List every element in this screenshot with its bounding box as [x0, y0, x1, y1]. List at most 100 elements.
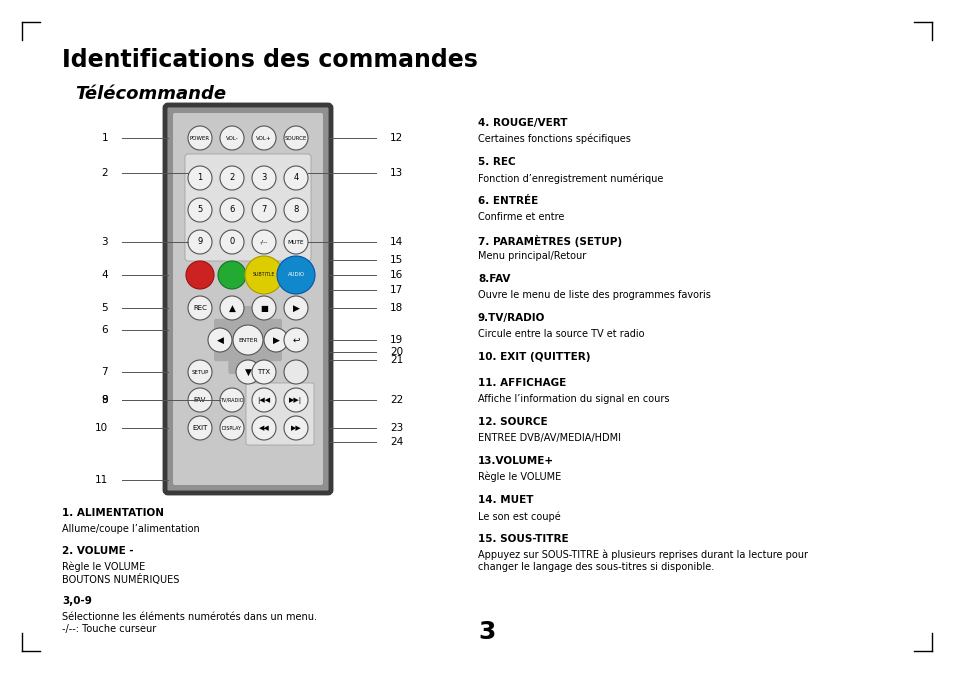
Circle shape: [252, 230, 275, 254]
Text: Circule entre la source TV et radio: Circule entre la source TV et radio: [477, 329, 644, 339]
Text: TTX: TTX: [257, 369, 271, 375]
Circle shape: [188, 126, 212, 150]
Text: 15: 15: [390, 255, 403, 265]
Text: 1: 1: [197, 174, 202, 182]
Text: ENTER: ENTER: [238, 337, 257, 343]
Text: Règle le VOLUME
BOUTONS NUMÉRIQUES: Règle le VOLUME BOUTONS NUMÉRIQUES: [62, 562, 179, 586]
Circle shape: [284, 328, 308, 352]
Circle shape: [252, 416, 275, 440]
Text: 6: 6: [229, 205, 234, 215]
Circle shape: [220, 416, 244, 440]
Text: Sélectionne les éléments numérotés dans un menu.
-/--: Touche curseur: Sélectionne les éléments numérotés dans …: [62, 612, 316, 633]
Circle shape: [284, 296, 308, 320]
Circle shape: [235, 360, 260, 384]
Text: Fonction d’enregistrement numérique: Fonction d’enregistrement numérique: [477, 173, 662, 184]
Text: POWER: POWER: [190, 135, 210, 141]
Text: 11: 11: [94, 475, 108, 485]
Text: 11. AFFICHAGE: 11. AFFICHAGE: [477, 378, 566, 388]
Text: SETUP: SETUP: [192, 369, 209, 374]
Text: 3: 3: [101, 237, 108, 247]
Text: REC: REC: [193, 305, 207, 311]
Text: 8: 8: [293, 205, 298, 215]
Text: 13.VOLUME+: 13.VOLUME+: [477, 456, 554, 466]
Text: 3: 3: [261, 174, 267, 182]
Text: 5: 5: [197, 205, 202, 215]
Text: 2: 2: [101, 168, 108, 178]
Circle shape: [188, 360, 212, 384]
Text: 7: 7: [101, 367, 108, 377]
FancyBboxPatch shape: [213, 319, 282, 361]
Text: Certaines fonctions spécifiques: Certaines fonctions spécifiques: [477, 134, 630, 145]
Circle shape: [188, 416, 212, 440]
Text: FAV: FAV: [193, 397, 206, 403]
Circle shape: [188, 166, 212, 190]
Text: 3,0-9: 3,0-9: [62, 596, 91, 606]
Text: ■: ■: [260, 304, 268, 312]
Circle shape: [220, 126, 244, 150]
Text: 8: 8: [101, 395, 108, 405]
Circle shape: [188, 198, 212, 222]
Circle shape: [284, 166, 308, 190]
Text: ◀: ◀: [216, 336, 223, 345]
Circle shape: [188, 388, 212, 412]
Circle shape: [252, 166, 275, 190]
Circle shape: [220, 198, 244, 222]
Text: TV/RADIO: TV/RADIO: [220, 398, 244, 402]
Text: 9: 9: [101, 395, 108, 405]
Circle shape: [188, 230, 212, 254]
Text: 9: 9: [197, 238, 202, 246]
Circle shape: [284, 416, 308, 440]
Text: 17: 17: [390, 285, 403, 295]
Text: 10. EXIT (QUITTER): 10. EXIT (QUITTER): [477, 352, 590, 362]
Text: Appuyez sur SOUS-TITRE à plusieurs reprises durant la lecture pour
changer le la: Appuyez sur SOUS-TITRE à plusieurs repri…: [477, 550, 807, 572]
Text: 14: 14: [390, 237, 403, 247]
Text: Menu principal/Retour: Menu principal/Retour: [477, 251, 586, 261]
FancyBboxPatch shape: [228, 306, 268, 374]
Circle shape: [220, 166, 244, 190]
Text: 13: 13: [390, 168, 403, 178]
Text: MUTE: MUTE: [288, 240, 304, 244]
Text: 1: 1: [101, 133, 108, 143]
Circle shape: [233, 325, 263, 355]
Text: 19: 19: [390, 335, 403, 345]
FancyBboxPatch shape: [172, 113, 323, 485]
FancyBboxPatch shape: [246, 383, 314, 445]
Text: 12: 12: [390, 133, 403, 143]
Text: 18: 18: [390, 303, 403, 313]
Text: ▼: ▼: [244, 367, 252, 376]
Text: 14. MUET: 14. MUET: [477, 495, 533, 505]
Text: 4: 4: [294, 174, 298, 182]
Text: |◀◀: |◀◀: [257, 396, 271, 404]
Circle shape: [252, 198, 275, 222]
Text: SUBTITLE: SUBTITLE: [253, 273, 274, 277]
Circle shape: [208, 328, 232, 352]
Text: 7: 7: [261, 205, 267, 215]
Circle shape: [245, 256, 283, 294]
Text: ▶▶: ▶▶: [291, 425, 301, 431]
Circle shape: [186, 261, 213, 289]
Text: ▲: ▲: [229, 304, 235, 312]
Text: DISPLAY: DISPLAY: [222, 425, 242, 431]
Circle shape: [284, 126, 308, 150]
FancyBboxPatch shape: [165, 105, 331, 493]
Text: ▶▶|: ▶▶|: [289, 396, 302, 404]
Text: EXIT: EXIT: [193, 425, 208, 431]
Text: VOL-: VOL-: [226, 135, 238, 141]
Text: Affiche l’information du signal en cours: Affiche l’information du signal en cours: [477, 394, 669, 404]
Text: 6: 6: [101, 325, 108, 335]
Text: Règle le VOLUME: Règle le VOLUME: [477, 472, 560, 483]
Text: 7. PARAMÈTRES (SETUP): 7. PARAMÈTRES (SETUP): [477, 235, 621, 247]
Text: ▶: ▶: [293, 304, 299, 312]
Circle shape: [220, 230, 244, 254]
Text: Identifications des commandes: Identifications des commandes: [62, 48, 477, 72]
Circle shape: [220, 296, 244, 320]
Text: 22: 22: [390, 395, 403, 405]
Text: 0: 0: [229, 238, 234, 246]
Text: Télécommande: Télécommande: [75, 85, 226, 103]
Text: ENTREE DVB/AV/MEDIA/HDMI: ENTREE DVB/AV/MEDIA/HDMI: [477, 433, 620, 443]
Circle shape: [284, 230, 308, 254]
Text: 24: 24: [390, 437, 403, 447]
Text: Allume/coupe l’alimentation: Allume/coupe l’alimentation: [62, 524, 199, 534]
Circle shape: [188, 296, 212, 320]
Circle shape: [252, 296, 275, 320]
